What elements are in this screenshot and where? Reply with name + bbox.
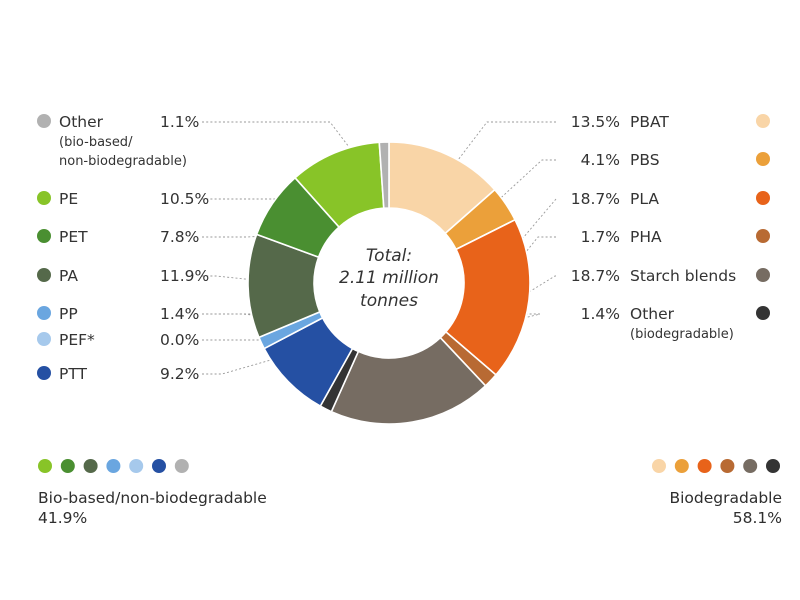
bio-based-title: Bio-based/non-biodegradable [38,489,267,507]
legend-label-pet: PET [59,228,88,246]
leader-line [202,313,541,362]
legend-dot-pbat [756,114,770,128]
total-label-line-3: tonnes [360,291,418,311]
total-label-line-1: Total: [366,246,412,266]
bio-based-color-dot [152,459,166,473]
legend-label-pa: PA [59,267,78,285]
legend-dot-starch-blends [756,268,770,282]
legend-dot-pef [37,332,51,346]
biodegradable-color-dot [652,459,666,473]
left-legend: Other (bio-based/non-biodegradable) 1.1% PE… [37,113,209,383]
legend-dot-pbs [756,152,770,166]
legend-dot-pp [37,306,51,320]
legend-value-pe: 10.5% [160,190,209,208]
legend-label-pbs: PBS [630,151,660,169]
right-legend: 13.5% PBAT 4.1% PBS 18.7% PLA 1.7% PHA 18.7% Star… [571,113,770,342]
legend-value-other: 1.4% [581,305,620,323]
legend-value-ptt: 9.2% [160,365,199,383]
legend-label-pef: PEF* [59,331,95,349]
legend-label-other: Other [59,113,104,131]
legend-sublabel: (bio-based/ [59,135,133,150]
legend-value-pha: 1.7% [581,228,620,246]
leader-line [461,159,556,235]
legend-label-pe: PE [59,190,78,208]
legend-dot-ptt [37,366,51,380]
leader-line [424,121,556,204]
legend-dot-pe [37,191,51,205]
legend-value-pbat: 13.5% [571,113,620,131]
bio-based-color-dot [106,459,121,473]
legend-value-pbs: 4.1% [581,151,620,169]
biodegradable-color-dot [674,459,689,473]
biodegradable-total: 58.1% [732,509,782,527]
bio-based-color-dot [83,459,98,473]
legend-dot-pla [756,191,770,205]
legend-label-starch-blends: Starch blends [630,267,736,285]
legend-sublabel: non-biodegradable) [59,154,187,169]
legend-label-ptt: PTT [59,365,88,383]
legend-value-pa: 11.9% [160,267,209,285]
bio-based-color-dot [38,459,52,473]
legend-dot-pet [37,229,51,243]
biodegradable-color-dot [743,459,758,473]
legend-dot-pa [37,268,51,282]
bio-based-total: 41.9% [38,509,88,527]
bio-based-color-dot [60,459,75,473]
legend-label-pbat: PBAT [630,113,669,131]
legend-label-pha: PHA [630,228,662,246]
legend-value-starch-blends: 18.7% [571,267,620,285]
legend-dot-other [756,306,770,320]
bio-based-color-dot [129,459,144,473]
biodegradable-title: Biodegradable [669,489,782,507]
group-color-dots [38,459,780,473]
legend-value-pla: 18.7% [571,190,620,208]
legend-dot-other [37,114,51,128]
legend-label-pla: PLA [630,190,659,208]
legend-value-other: 1.1% [160,113,199,131]
biodegradable-color-dot [766,459,780,473]
legend-value-pef: 0.0% [160,331,199,349]
legend-dot-pha [756,229,770,243]
bio-based-color-dot [174,459,189,473]
legend-value-pet: 7.8% [160,228,199,246]
legend-label-pp: PP [59,305,78,323]
leader-line [451,236,556,344]
legend-value-pp: 1.4% [160,305,199,323]
biodegradable-group-label: Biodegradable 58.1% [669,488,782,528]
donut-slices [247,141,531,425]
biodegradable-color-dot [720,459,735,473]
donut-hole [314,208,464,358]
legend-label-other: Other [630,305,675,323]
leader-line [202,275,302,286]
legend-sublabel: (biodegradable) [630,327,734,342]
bio-based-group-label: Bio-based/non-biodegradable 41.9% [38,488,267,528]
biodegradable-color-dot [697,459,712,473]
leader-line [202,233,317,238]
total-label-line-2: 2.11 million [339,268,439,288]
